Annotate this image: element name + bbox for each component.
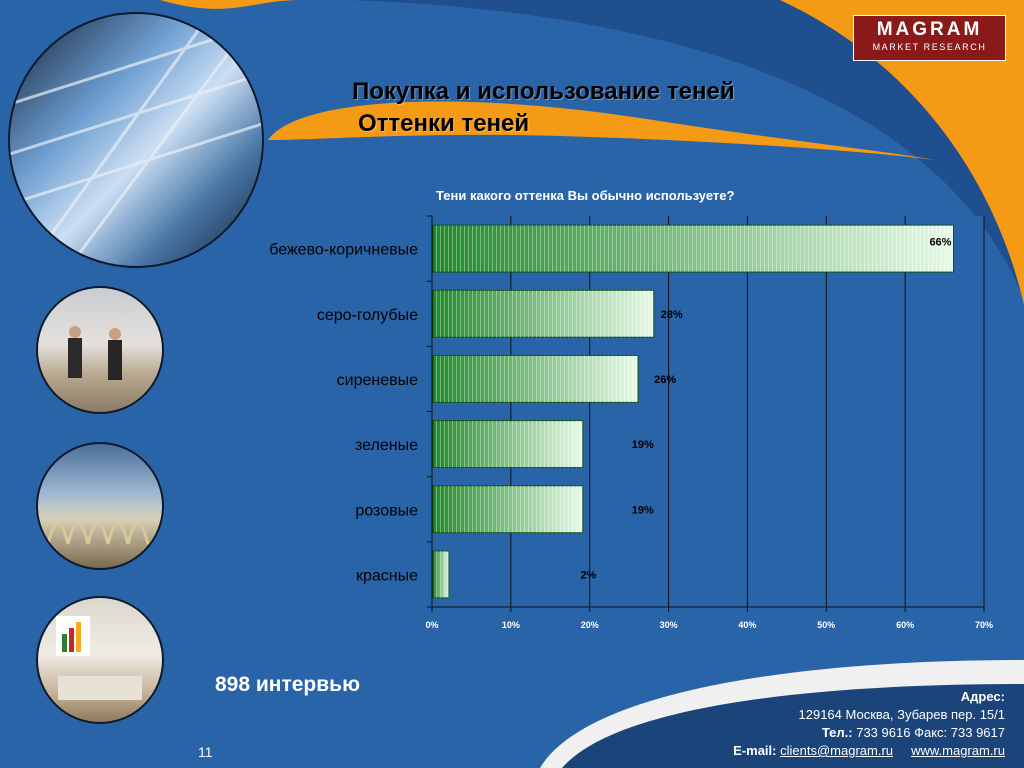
phone-line: Тел.: 733 9616 Факс: 733 9617 — [733, 724, 1005, 742]
email-link[interactable]: clients@magram.ru — [780, 743, 894, 758]
email-line: E-mail: clients@magram.ru www.magram.ru — [733, 742, 1005, 760]
data-label: 26% — [654, 374, 676, 386]
data-label: 66% — [929, 237, 951, 249]
category-label: розовые — [355, 502, 418, 519]
category-label: красные — [356, 567, 418, 584]
category-label: зеленые — [355, 437, 418, 454]
category-label: серо-голубые — [317, 307, 418, 324]
presentation-photo — [36, 596, 164, 724]
slide-subtitle: Оттенки теней — [358, 110, 530, 137]
address-header: Адрес: — [960, 689, 1005, 704]
binders-photo — [36, 442, 164, 570]
chart-question: Тени какого оттенка Вы обычно использует… — [436, 188, 735, 203]
bar-texture — [433, 420, 583, 468]
x-tick-label: 70% — [975, 620, 993, 630]
business-people-photo — [36, 286, 164, 414]
x-tick-label: 0% — [425, 620, 438, 630]
logo-name: MAGRAM — [876, 19, 983, 40]
x-tick-label: 20% — [581, 620, 599, 630]
plot-area — [432, 216, 984, 607]
meeting-chart-icon — [56, 616, 142, 700]
ring-binder-icon — [46, 522, 150, 545]
data-label: 28% — [661, 309, 683, 321]
website-link[interactable]: www.magram.ru — [911, 743, 1005, 758]
category-label: сиреневые — [337, 372, 418, 389]
fax-label: Факс: — [914, 725, 948, 740]
glass-facade-icon — [10, 14, 262, 266]
x-tick-label: 60% — [896, 620, 914, 630]
data-label: 19% — [632, 504, 654, 516]
tel-value: 733 9616 — [856, 725, 911, 740]
x-tick-label: 10% — [502, 620, 520, 630]
x-tick-label: 30% — [660, 620, 678, 630]
category-label: бежево-коричневые — [269, 242, 418, 259]
page-number: 11 — [198, 744, 213, 760]
logo-tagline: MARKET RESEARCH — [872, 42, 987, 52]
email-label: E-mail: — [733, 743, 777, 758]
x-tick-label: 40% — [738, 620, 756, 630]
walking-people-icon — [68, 326, 122, 380]
bar-texture — [433, 225, 954, 273]
fax-value: 733 9617 — [950, 725, 1005, 740]
interview-count: 898 интервью — [215, 673, 361, 696]
contact-block: Адрес: 129164 Москва, Зубарев пер. 15/1 … — [733, 688, 1005, 760]
address-line: 129164 Москва, Зубарев пер. 15/1 — [798, 707, 1005, 722]
bar-texture — [433, 550, 449, 598]
data-label: 19% — [632, 439, 654, 451]
x-tick-label: 50% — [817, 620, 835, 630]
bar-texture — [433, 355, 639, 403]
data-label: 2% — [580, 569, 596, 581]
magram-logo: MAGRAM MARKET RESEARCH — [853, 15, 1006, 61]
bar-texture — [433, 485, 583, 533]
tel-label: Тел.: — [821, 725, 853, 740]
building-photo — [8, 12, 264, 268]
slide-title: Покупка и использование теней — [352, 78, 735, 105]
bar-texture — [433, 290, 654, 338]
